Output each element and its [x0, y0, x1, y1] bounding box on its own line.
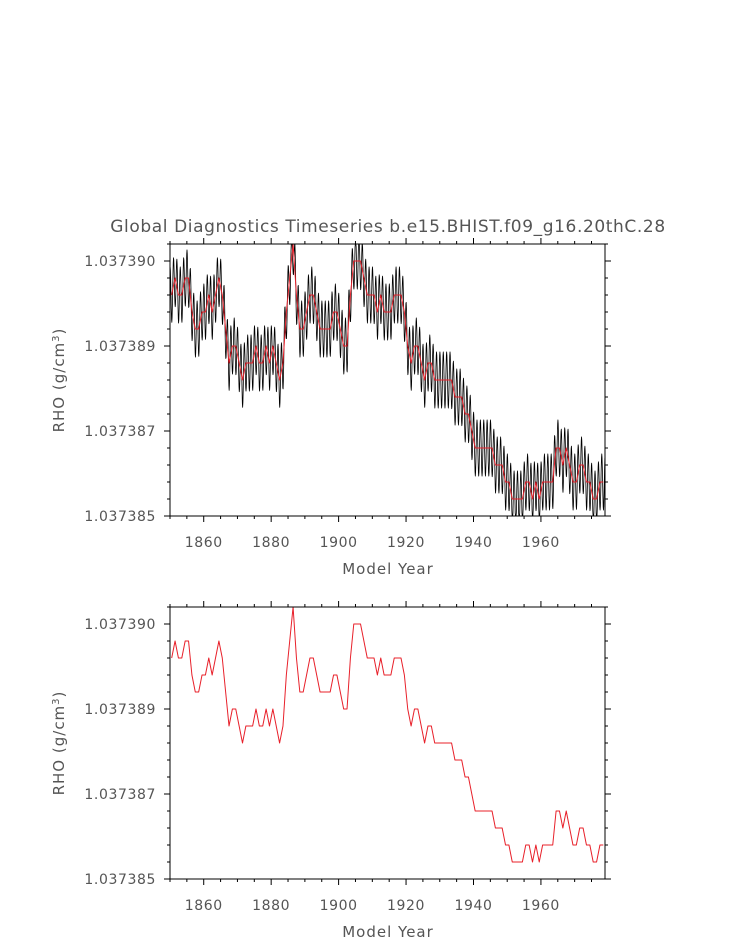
y-tick-label: 1.037390: [84, 254, 156, 270]
y-axis-label: RHO (g/cm3): [50, 691, 68, 796]
y-axis-label-close: ): [50, 328, 68, 335]
y-tick-label: 1.037387: [84, 787, 156, 803]
y-axis-label-sup: 3: [51, 697, 62, 704]
x-tick-label: 1860: [185, 898, 223, 914]
plot-frame: [169, 606, 606, 880]
x-tick-label: 1880: [252, 898, 290, 914]
y-tick-label: 1.037389: [84, 702, 156, 718]
y-axis-label: RHO (g/cm3): [50, 328, 68, 433]
x-axis-label: Model Year: [342, 923, 434, 941]
x-tick-label: 1940: [454, 535, 492, 551]
y-tick-labels: 1.037385 1.037387 1.037389 1.037390: [84, 617, 156, 888]
y-axis-label-main: RHO (g/cm: [50, 342, 68, 433]
bottom-panel: 1860 1880 1900 1920 1940 1960 1.0373851.03738…: [50, 601, 611, 941]
top-panel: Global Diagnostics Timeseries b.e15.BHIS…: [50, 217, 665, 578]
y-tick-label: 1.037385: [84, 872, 156, 888]
x-tick-label: 1860: [185, 535, 223, 551]
x-tick-label: 1880: [252, 535, 290, 551]
y-tick-labels: 1.037385 1.037387 1.037389 1.037390: [84, 254, 156, 525]
x-axis-label: Model Year: [342, 560, 434, 578]
series-line-annual: [171, 607, 604, 863]
x-tick-label: 1960: [522, 898, 560, 914]
x-tick-label: 1920: [387, 898, 425, 914]
chart-title: Global Diagnostics Timeseries b.e15.BHIS…: [110, 217, 665, 237]
ticks-layer: [164, 238, 611, 522]
ticks-layer: [164, 601, 611, 885]
x-tick-label: 1940: [454, 898, 492, 914]
x-tick-label: 1960: [522, 535, 560, 551]
x-tick-label: 1900: [320, 535, 358, 551]
y-axis-label-main: RHO (g/cm: [50, 705, 68, 796]
series-line-annual: [171, 244, 604, 500]
series-layer: [170, 244, 605, 516]
plot-frame: [169, 243, 606, 517]
x-tick-labels: 1860 1880 1900 1920 1940 1960: [185, 898, 560, 914]
y-tick-label: 1.037385: [84, 509, 156, 525]
series-layer: [171, 607, 604, 863]
x-tick-label: 1900: [320, 898, 358, 914]
y-tick-label: 1.037390: [84, 617, 156, 633]
y-tick-label: 1.037387: [84, 424, 156, 440]
x-tick-label: 1920: [387, 535, 425, 551]
series-line-monthly: [170, 244, 605, 516]
y-axis-label-close: ): [50, 691, 68, 698]
y-tick-label: 1.037389: [84, 339, 156, 355]
y-axis-label-sup: 3: [51, 334, 62, 341]
x-tick-labels: 1860 1880 1900 1920 1940 1960: [185, 535, 560, 551]
